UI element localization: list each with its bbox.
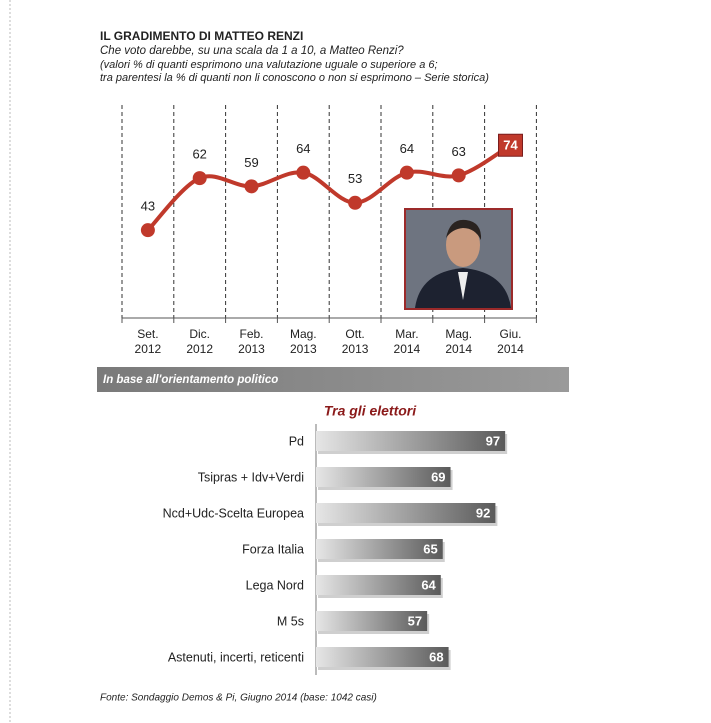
point (192, 171, 207, 186)
x-tick-label: Ott. 2013 (341, 327, 369, 356)
data-label: 65 (423, 541, 437, 556)
y-tick-label: Pd (289, 434, 304, 448)
y-tick-label: Tsipras + Idv+Verdi (198, 470, 304, 484)
source: Fonte: Sondaggio Demos & Pi, Giugno 2014… (100, 693, 377, 704)
x-tick-label: Giu. 2014 (497, 327, 524, 356)
x-tick-label: Mar. 2014 (393, 327, 421, 356)
x-tick-label: Dic. 2012 (186, 327, 214, 356)
value-badge (498, 133, 523, 157)
bar (316, 467, 451, 487)
data-label: 64 (400, 141, 414, 156)
x-tick-label: Feb. 2013 (238, 327, 265, 356)
data-label: 64 (296, 141, 310, 156)
data-label: 43 (141, 199, 155, 214)
x-tick-label: Mag. 2013 (289, 327, 317, 356)
point (451, 168, 466, 183)
bar (316, 503, 496, 523)
data-label: 68 (429, 649, 443, 664)
chart-title: IL GRADIMENTO DI MATTEO RENZI (100, 29, 303, 43)
point (140, 223, 155, 238)
y-tick-label: Lega Nord (246, 578, 304, 592)
x-tick-label: Set. 2012 (134, 327, 162, 356)
note: tra parentesi la % di quanti non li cono… (100, 72, 489, 84)
note: (valori % di quanti esprimono una valuta… (100, 59, 438, 71)
y-tick-label: Forza Italia (242, 542, 304, 556)
data-label: 64 (421, 577, 436, 592)
section-banner (97, 367, 569, 392)
photo (404, 208, 513, 310)
point (348, 195, 363, 210)
point (296, 165, 311, 180)
point (244, 179, 259, 194)
bar (316, 539, 443, 559)
data-label: 63 (451, 144, 465, 159)
bar (316, 431, 506, 451)
y-tick-label: M 5s (277, 614, 304, 628)
data-label: 59 (244, 155, 258, 170)
data-label: 92 (476, 505, 490, 520)
subtitle: Che voto darebbe, su una scala da 1 a 10… (100, 45, 404, 57)
data-label: 53 (348, 171, 362, 186)
y-tick-label: Astenuti, incerti, reticenti (168, 650, 304, 664)
bar (316, 611, 428, 631)
data-label: 62 (192, 147, 206, 162)
data-label: 57 (408, 613, 422, 628)
x-tick-label: Mag. 2014 (445, 327, 473, 356)
bar (316, 647, 449, 667)
data-label: 97 (486, 433, 500, 448)
data-label: 74 (503, 138, 518, 153)
section-header: In base all'orientamento politico (103, 374, 278, 386)
data-label: 69 (431, 469, 445, 484)
point (399, 165, 414, 180)
y-tick-label: Ncd+Udc-Scelta Europea (163, 506, 304, 520)
bar (316, 575, 441, 595)
bar-chart-title: Tra gli elettori (324, 403, 417, 419)
